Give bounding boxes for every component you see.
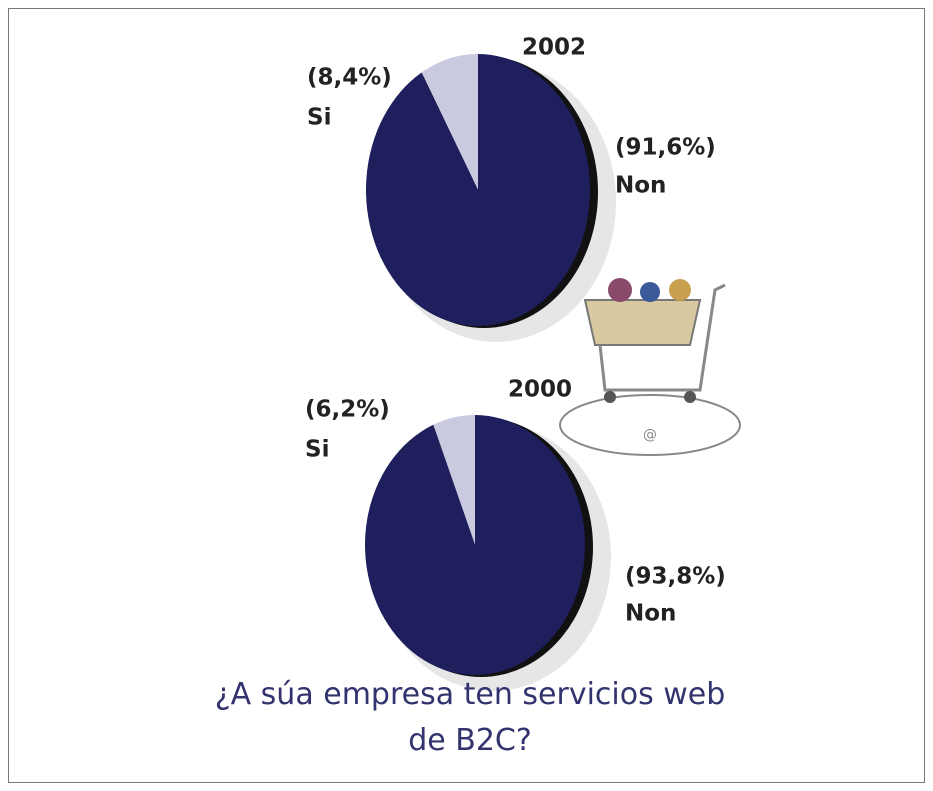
caption: ¿A súa empresa ten servicios web de B2C? (214, 677, 726, 758)
pie-slice (421, 54, 478, 190)
value-label: (91,6%) (615, 135, 716, 161)
pie-slice (365, 415, 585, 675)
pie-title: 2002 (522, 35, 586, 61)
category-label: Non (615, 173, 666, 199)
category-label: Si (307, 105, 331, 131)
pie-slice (366, 54, 590, 326)
svg-text:@: @ (643, 427, 657, 443)
category-label: Non (625, 601, 676, 627)
frame (8, 8, 925, 783)
value-label: (93,8%) (625, 564, 726, 590)
value-label: (6,2%) (305, 397, 390, 423)
pie-slice (433, 415, 475, 545)
category-label: Si (305, 437, 329, 463)
cart-illustration: @ (559, 278, 741, 456)
value-label: (8,4%) (307, 65, 392, 91)
pie-title: 2000 (508, 377, 572, 403)
